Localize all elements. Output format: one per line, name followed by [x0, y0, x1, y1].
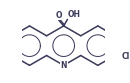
Text: Cl: Cl: [122, 52, 130, 61]
Text: O: O: [56, 11, 62, 20]
Text: OH: OH: [68, 10, 81, 19]
Text: N: N: [60, 61, 67, 70]
